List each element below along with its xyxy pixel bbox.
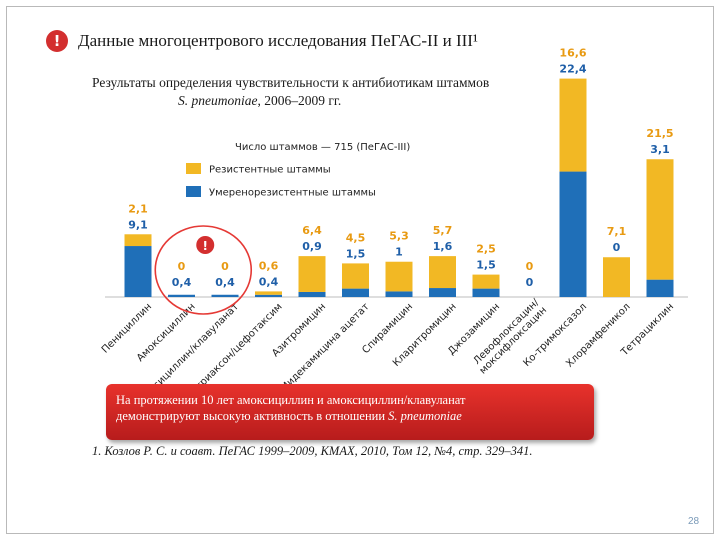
subtitle-years: , 2006–2009 гг. (257, 93, 342, 108)
value-label-moderate-1: 0,4 (172, 276, 192, 289)
bar-resistant-4 (298, 256, 326, 292)
value-label-resistant-4: 6,4 (302, 224, 322, 237)
category-label-5: Мидекамицина ацетат (279, 301, 372, 394)
bar-moderate-10 (559, 171, 587, 297)
reference: 1. Козлов Р. С. и соавт. ПеГАС 1999–2009… (92, 444, 533, 458)
bar-moderate-8 (472, 288, 500, 297)
value-label-resistant-10: 16,6 (559, 47, 586, 60)
bar-moderate-5 (342, 288, 369, 297)
value-label-moderate-12: 3,1 (650, 143, 670, 156)
value-label-moderate-11: 0 (613, 241, 621, 254)
value-label-moderate-9: 0 (526, 276, 534, 289)
legend-moderate-label: Умеренорезистентные штаммы (209, 188, 376, 199)
chart-note: Число штаммов — 715 (ПеГАС-III) (235, 142, 410, 153)
value-label-moderate-10: 22,4 (559, 63, 586, 76)
bar-resistant-11 (603, 257, 630, 297)
callout-box: На протяжении 10 лет амоксициллин и амок… (106, 384, 594, 440)
bar-moderate-3 (255, 294, 282, 297)
bar-moderate-0 (124, 246, 152, 297)
bar-moderate-12 (646, 279, 674, 297)
value-label-resistant-6: 5,3 (389, 230, 409, 243)
bar-resistant-7 (429, 256, 456, 289)
highlight-exclamation-icon (196, 236, 215, 254)
value-label-resistant-5: 4,5 (346, 231, 366, 244)
exclamation-icon: ! (46, 30, 68, 52)
bar-resistant-8 (472, 274, 500, 289)
value-label-resistant-7: 5,7 (433, 224, 453, 237)
value-label-resistant-12: 21,5 (646, 127, 673, 140)
bar-moderate-2 (211, 294, 239, 297)
chart-subtitle: Результаты определения чувствительности … (92, 74, 489, 110)
legend-resistant-label: Резистентные штаммы (209, 165, 331, 176)
value-label-moderate-0: 9,1 (128, 218, 148, 231)
bar-moderate-6 (385, 291, 413, 297)
value-label-resistant-0: 2,1 (128, 202, 148, 215)
bar-resistant-3 (255, 291, 282, 295)
legend-resistant-swatch (186, 163, 201, 174)
callout-line1: На протяжении 10 лет амоксициллин и амок… (116, 393, 466, 407)
bar-resistant-0 (124, 234, 152, 247)
page-number: 28 (688, 516, 700, 527)
value-label-resistant-2: 0 (221, 260, 229, 273)
value-label-resistant-8: 2,5 (476, 243, 496, 256)
callout-species: S. pneumoniae (388, 409, 462, 423)
bar-moderate-7 (429, 288, 456, 297)
bar-resistant-12 (646, 159, 674, 280)
legend-moderate-swatch (186, 186, 201, 197)
bar-resistant-10 (559, 78, 587, 172)
value-label-moderate-3: 0,4 (259, 275, 279, 288)
value-label-moderate-5: 1,5 (346, 247, 366, 260)
subtitle-line1: Результаты определения чувствительности … (92, 75, 490, 90)
title-row: ! Данные многоцентрового исследования Пе… (46, 30, 478, 52)
highlight-circle (154, 225, 253, 315)
category-label-9: Левофлоксацин/моксифлоксацин (470, 297, 550, 377)
value-label-moderate-8: 1,5 (476, 259, 496, 272)
value-label-moderate-4: 0,9 (302, 240, 322, 253)
value-label-resistant-3: 0,6 (259, 259, 279, 272)
slide-frame (6, 6, 714, 534)
callout-line2: демонстрируют высокую активность в отнош… (116, 409, 389, 423)
value-label-moderate-6: 1 (395, 246, 403, 259)
bar-resistant-5 (342, 263, 369, 289)
bar-moderate-1 (168, 294, 195, 297)
value-label-resistant-9: 0 (526, 260, 534, 273)
value-label-resistant-1: 0 (178, 260, 186, 273)
highlight-exclamation-glyph: ! (203, 239, 208, 253)
bar-resistant-6 (385, 261, 413, 292)
bar-moderate-4 (298, 291, 326, 297)
value-label-moderate-7: 1,6 (433, 240, 453, 253)
value-label-moderate-2: 0,4 (215, 276, 235, 289)
subtitle-species: S. pneumoniae (178, 93, 258, 108)
value-label-resistant-11: 7,1 (607, 225, 627, 238)
slide-title: Данные многоцентрового исследования ПеГА… (78, 31, 479, 50)
